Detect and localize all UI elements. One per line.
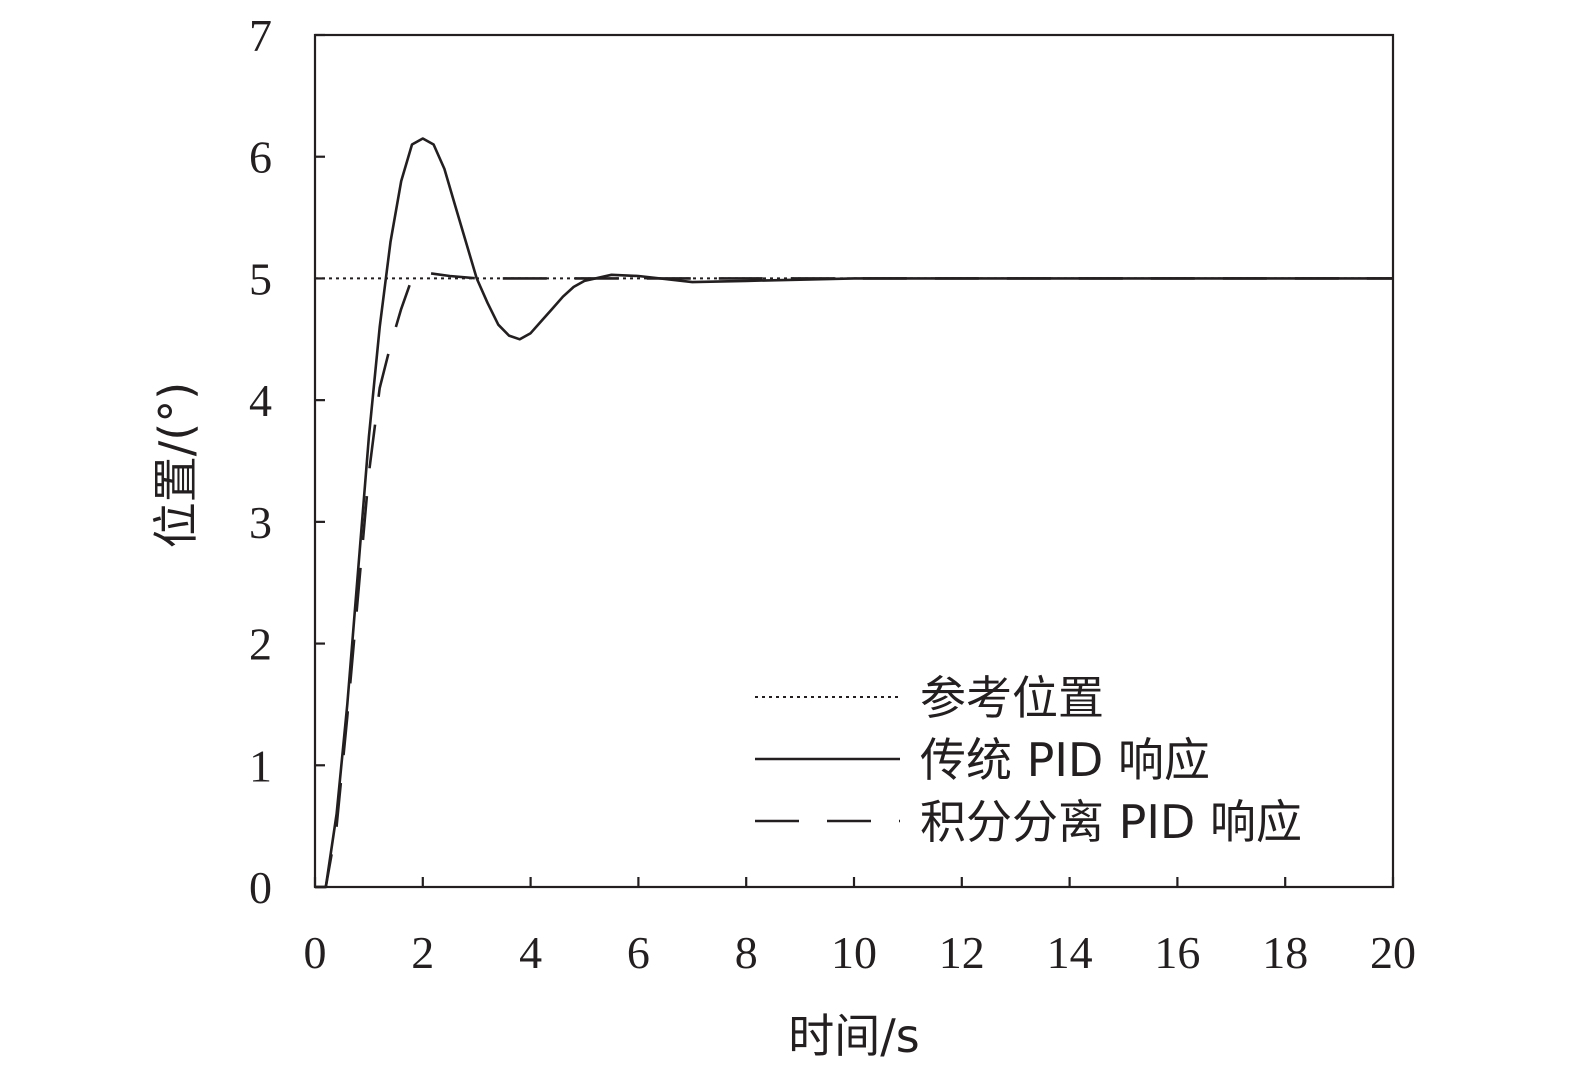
- x-tick-label: 6: [627, 927, 650, 978]
- series-line-traditional-pid: [315, 137, 1393, 889]
- legend-label-reference: 参考位置: [920, 671, 1104, 725]
- x-tick-label: 18: [1262, 927, 1308, 978]
- y-tick-label: 3: [249, 497, 272, 548]
- y-axis: 0 1 2 3 4 5 6 7: [249, 10, 325, 913]
- x-tick-label: 10: [831, 927, 877, 978]
- x-tick-label: 2: [411, 927, 434, 978]
- x-tick-label: 16: [1154, 927, 1200, 978]
- y-tick-label: 0: [249, 862, 272, 913]
- legend-label-integral-separation-pid: 积分分离 PID 响应: [920, 795, 1302, 849]
- x-tick-label: 0: [304, 927, 327, 978]
- x-tick-label: 14: [1047, 927, 1093, 978]
- y-axis-title: 位置/(°): [149, 382, 203, 548]
- series-line-integral-separation-pid: [315, 271, 1393, 889]
- x-tick-label: 4: [519, 927, 542, 978]
- x-tick-label: 8: [735, 927, 758, 978]
- x-tick-label: 20: [1370, 927, 1416, 978]
- y-tick-label: 6: [249, 132, 272, 183]
- legend: 参考位置 传统 PID 响应 积分分离 PID 响应: [755, 671, 1302, 849]
- y-tick-label: 5: [249, 253, 272, 304]
- legend-label-traditional-pid: 传统 PID 响应: [920, 733, 1210, 787]
- y-tick-label: 4: [249, 375, 272, 426]
- x-axis-title: 时间/s: [788, 1009, 919, 1063]
- series-layer: [315, 137, 1393, 889]
- y-tick-label: 1: [249, 740, 272, 791]
- y-tick-label: 7: [249, 10, 272, 61]
- y-tick-label: 2: [249, 619, 272, 670]
- x-axis: 0 2 4 6 8 10 12 14 16 18 20: [304, 877, 1416, 978]
- x-tick-label: 12: [939, 927, 985, 978]
